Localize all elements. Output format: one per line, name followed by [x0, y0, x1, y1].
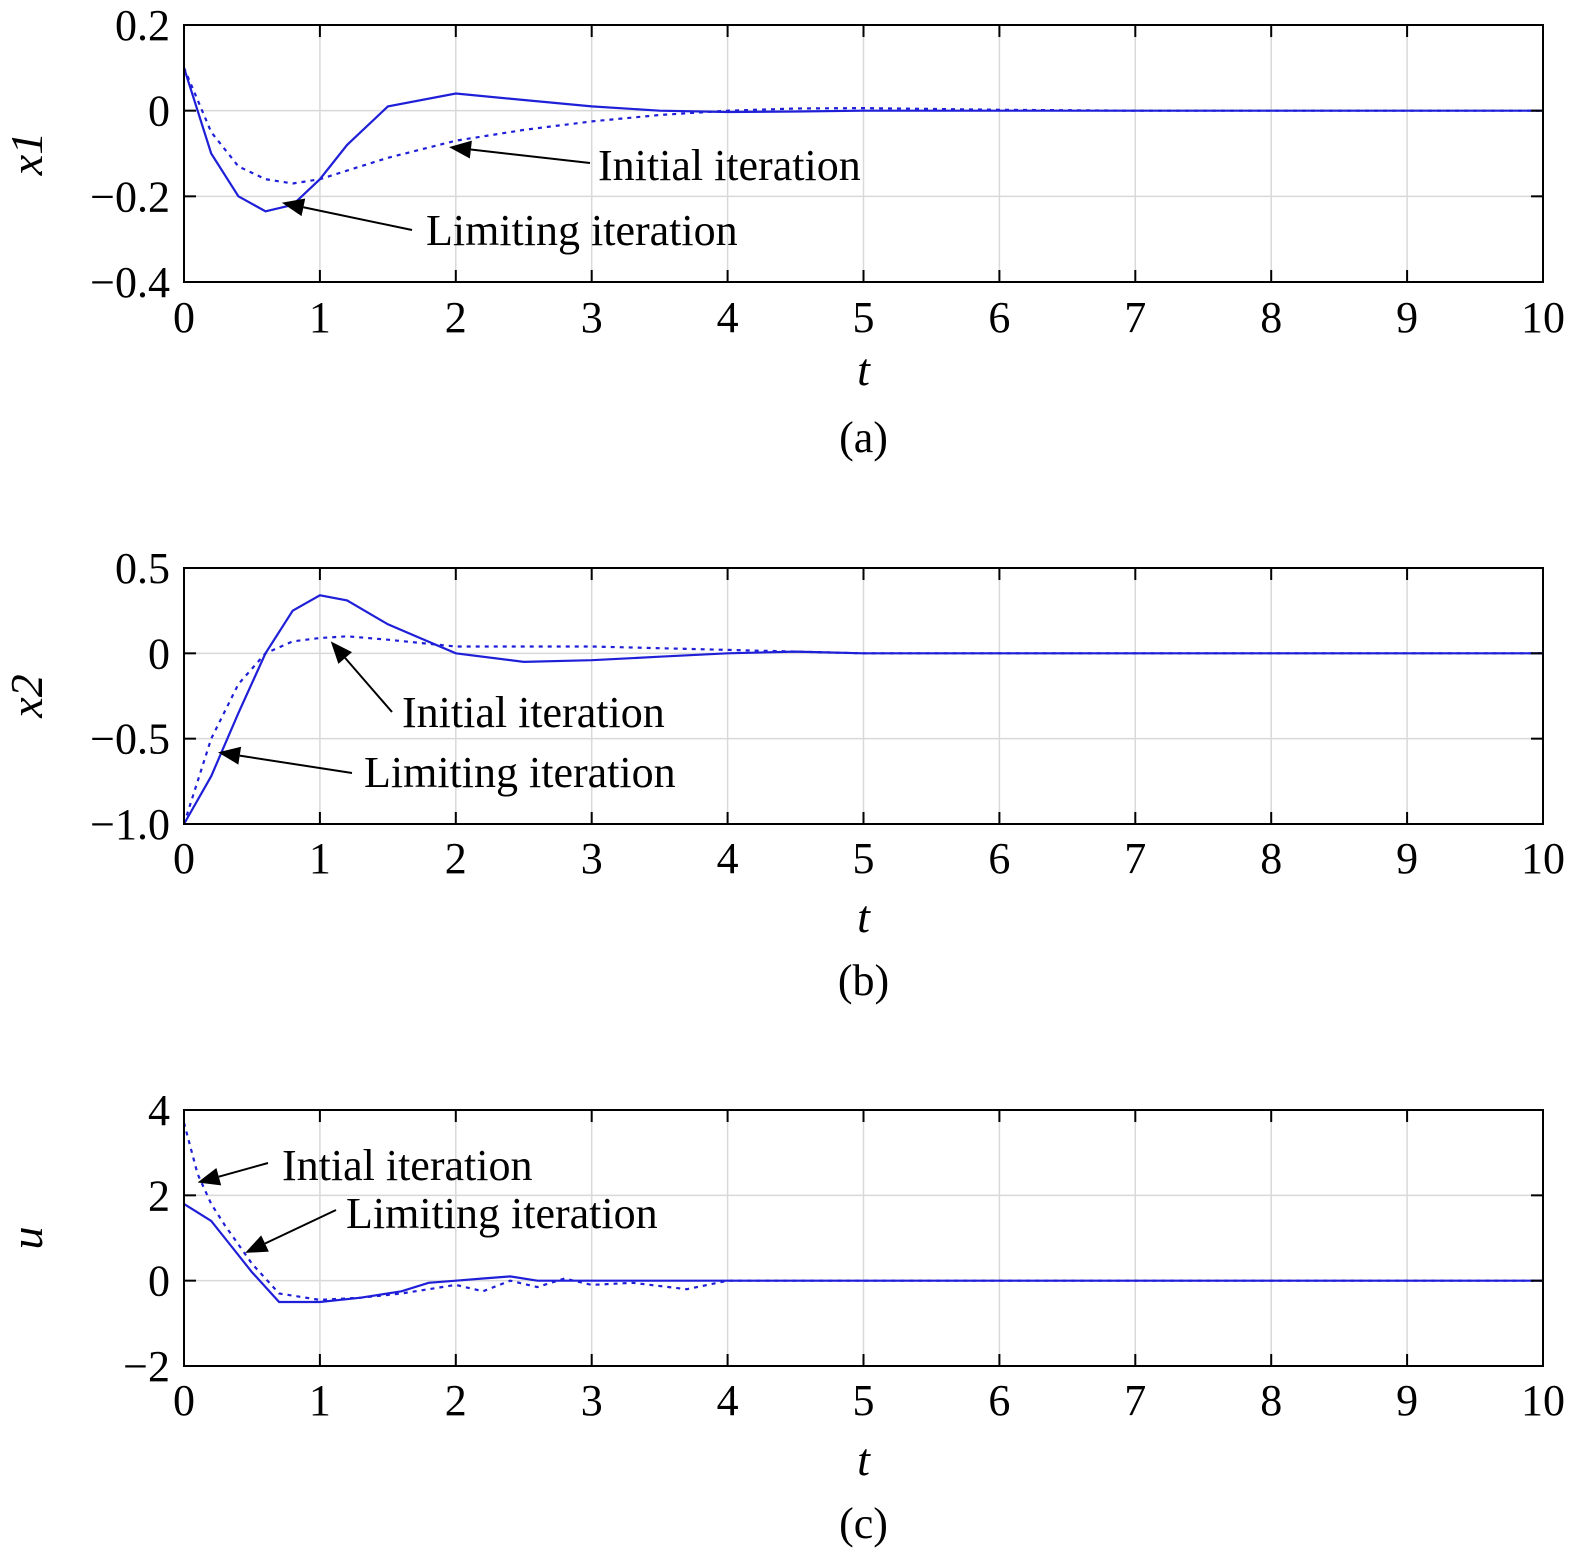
- x-tick-label: 8: [1260, 293, 1282, 342]
- x-tick-label: 4: [717, 834, 739, 883]
- annotation-arrow-head: [217, 746, 242, 765]
- y-tick-label: −0.5: [90, 715, 170, 764]
- annotation-arrow-line: [344, 657, 393, 713]
- x-tick-label: 0: [173, 293, 195, 342]
- panel-b: 0 1 2 3 4 5 6 7 8 9 10 0.5 0 −0.5 −1.0 t x2 (b) Initial it…: [1, 544, 1565, 1005]
- annotation-arrow-head: [245, 1235, 269, 1253]
- y-tick-label: 2: [148, 1171, 170, 1220]
- x-tick-label: 2: [445, 834, 467, 883]
- x-tick-label: 6: [988, 293, 1010, 342]
- y-tick-label: 0: [148, 87, 170, 136]
- x-tick-label: 6: [988, 1376, 1010, 1425]
- y-tick-label: −2: [123, 1342, 170, 1391]
- x-tick-label: 7: [1124, 1376, 1146, 1425]
- x-tick-label: 3: [581, 834, 603, 883]
- series-line-initial: [182, 1122, 1543, 1302]
- panel-caption: (c): [839, 1499, 888, 1548]
- annotation-label: Limiting iteration: [364, 748, 676, 797]
- annotation-arrow-line: [470, 148, 591, 164]
- y-tick-label: 0: [148, 1257, 170, 1306]
- x-tick-label: 2: [445, 293, 467, 342]
- panel-caption: (b): [838, 956, 889, 1005]
- x-tick-label: 1: [309, 834, 331, 883]
- y-tick-label: −0.2: [90, 172, 170, 221]
- x-tick-label: 6: [988, 834, 1010, 883]
- x-tick-label: 9: [1396, 1376, 1418, 1425]
- x-tick-label: 0: [173, 1376, 195, 1425]
- x-axis-label: t: [857, 891, 871, 942]
- x-tick-label: 5: [853, 1376, 875, 1425]
- panel-caption: (a): [839, 413, 888, 462]
- annotation-arrow-head: [281, 198, 306, 217]
- annotation-arrow-line: [264, 1209, 337, 1245]
- x-tick-label: 4: [717, 293, 739, 342]
- x-tick-label: 0: [173, 834, 195, 883]
- y-axis-label: x2: [1, 674, 52, 718]
- x-axis-label: t: [857, 344, 871, 395]
- x-tick-label: 3: [581, 1376, 603, 1425]
- x-tick-label: 10: [1521, 834, 1565, 883]
- y-axis-label: u: [1, 1227, 52, 1250]
- y-axis-label: x1: [1, 132, 52, 176]
- x-tick-label: 10: [1521, 1376, 1565, 1425]
- x-tick-label: 2: [445, 1376, 467, 1425]
- series-line-limiting: [183, 594, 1543, 825]
- y-tick-label: −0.4: [90, 258, 170, 307]
- x-tick-label: 3: [581, 293, 603, 342]
- annotation-arrow-line: [303, 206, 413, 231]
- annotation-arrow-line: [218, 1162, 269, 1178]
- x-tick-label: 5: [853, 293, 875, 342]
- y-tick-label: 0.2: [115, 1, 170, 50]
- x-tick-label: 9: [1396, 293, 1418, 342]
- x-tick-label: 9: [1396, 834, 1418, 883]
- x-tick-label: 8: [1260, 1376, 1282, 1425]
- x-tick-label: 10: [1521, 293, 1565, 342]
- y-tick-label: 4: [148, 1086, 170, 1135]
- panel-a: 0 1 2 3 4 5 6 7 8 9 10 0.2 0 −0.2 −0.4 t x1 (a) Initial it…: [1, 1, 1565, 462]
- x-tick-label: 8: [1260, 834, 1282, 883]
- series-line-limiting: [183, 1202, 1543, 1304]
- annotation-label: Limiting iteration: [346, 1189, 658, 1238]
- annotation-arrow-line: [239, 754, 353, 774]
- annotation-label: Limiting iteration: [426, 206, 738, 255]
- x-tick-label: 5: [853, 834, 875, 883]
- series-line-limiting: [182, 67, 1543, 213]
- annotation-label: Initial iteration: [598, 141, 861, 190]
- x-tick-label: 1: [309, 293, 331, 342]
- x-tick-label: 1: [309, 1376, 331, 1425]
- x-tick-label: 7: [1124, 293, 1146, 342]
- annotation-label: Initial iteration: [402, 688, 665, 737]
- annotation-label: Intial iteration: [282, 1141, 532, 1190]
- annotation-arrow-head: [330, 641, 352, 664]
- x-tick-label: 4: [717, 1376, 739, 1425]
- y-tick-label: 0.5: [115, 544, 170, 593]
- x-tick-label: 7: [1124, 834, 1146, 883]
- annotation-arrow-head: [197, 1167, 222, 1186]
- annotation-arrow-head: [449, 140, 472, 159]
- x-axis-label: t: [857, 1434, 871, 1485]
- y-tick-label: −1.0: [90, 800, 170, 849]
- y-tick-label: 0: [148, 629, 170, 678]
